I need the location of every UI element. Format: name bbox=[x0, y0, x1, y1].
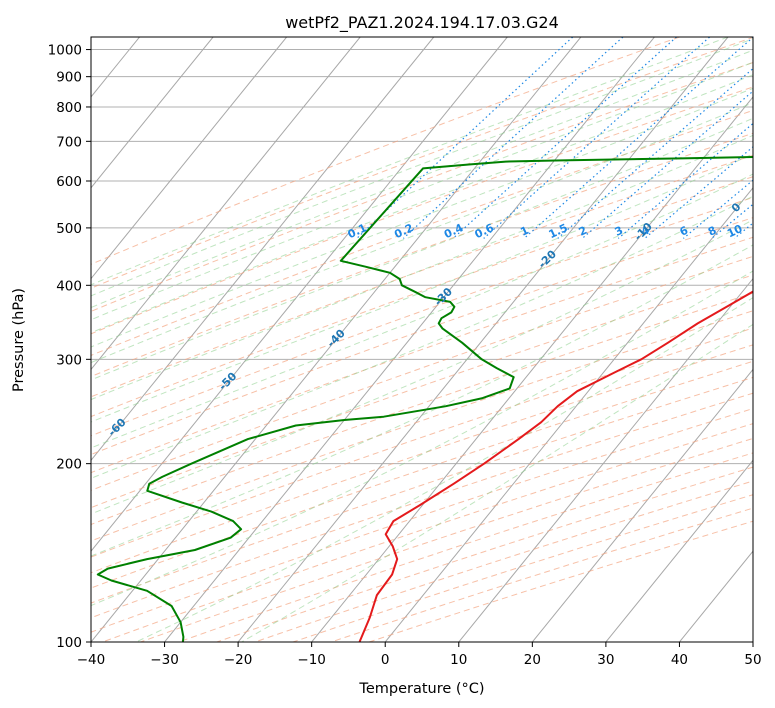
moist-adiabat bbox=[91, 153, 753, 423]
thermo-lines bbox=[91, 37, 753, 642]
isotherm-line bbox=[91, 37, 435, 462]
plot-area: 0.10.20.40.611.52346810131620253036-100-… bbox=[91, 37, 753, 642]
x-tick-label: 40 bbox=[671, 652, 688, 668]
dry-adiabat bbox=[91, 376, 753, 604]
dry-adiabat bbox=[91, 176, 753, 418]
isotherm-line bbox=[384, 187, 753, 642]
dry-adiabat bbox=[91, 392, 753, 619]
x-tick-label: 50 bbox=[744, 652, 761, 668]
x-tick-label: −20 bbox=[224, 652, 253, 668]
y-tick-label: 300 bbox=[56, 352, 82, 368]
moist-adiabat bbox=[91, 173, 753, 449]
isotherm-line bbox=[91, 37, 214, 189]
dry-adiabat bbox=[91, 132, 753, 378]
x-tick-label: −40 bbox=[77, 652, 106, 668]
mixing-ratio-line bbox=[523, 37, 753, 239]
y-tick-label: 900 bbox=[56, 70, 82, 86]
isotherm-line bbox=[91, 37, 288, 280]
dry-adiabat bbox=[91, 310, 753, 542]
x-axis-title: Temperature (°C) bbox=[358, 681, 484, 697]
isotherm-line bbox=[237, 37, 729, 642]
dry-adiabat bbox=[91, 236, 753, 474]
moist-adiabat bbox=[91, 61, 753, 321]
dry-adiabat bbox=[91, 37, 680, 265]
axes: −40 −30 −20 −10 0 10 20 30 40 50 1000 900 800 700 600 5… bbox=[48, 43, 762, 668]
temperature-profile bbox=[358, 290, 753, 642]
sounding-profiles bbox=[96, 155, 753, 642]
chart-title: wetPf2_PAZ1.2024.194.17.03.G24 bbox=[285, 13, 559, 33]
moist-adiabat bbox=[135, 297, 753, 642]
dry-adiabat bbox=[91, 217, 753, 456]
isotherm-line bbox=[91, 37, 582, 642]
isotherm-line bbox=[531, 368, 753, 642]
isotherm-line bbox=[91, 37, 361, 371]
moist-adiabat bbox=[91, 49, 753, 309]
y-tick-label: 500 bbox=[56, 221, 82, 237]
moist-adiabat bbox=[241, 323, 753, 642]
grid-layer bbox=[91, 37, 753, 642]
isotherm-line bbox=[458, 277, 753, 642]
x-tick-label: −10 bbox=[297, 652, 326, 668]
mixing-ratio-line bbox=[402, 37, 624, 239]
dry-adiabat bbox=[91, 327, 753, 558]
mixing-ratio-line bbox=[452, 37, 677, 239]
mixing-ratio-line bbox=[683, 179, 753, 239]
y-tick-label: 600 bbox=[56, 174, 82, 190]
dry-adiabat bbox=[369, 520, 753, 642]
x-tick-label: 0 bbox=[381, 652, 390, 668]
plot-frame bbox=[90, 36, 754, 643]
moist-adiabat bbox=[91, 117, 753, 381]
y-tick-label: 100 bbox=[56, 635, 82, 651]
moist-adiabat bbox=[91, 219, 753, 515]
mixing-ratio-line bbox=[483, 37, 711, 239]
y-tick-label: 800 bbox=[56, 100, 82, 116]
y-axis-title: Pressure (hPa) bbox=[11, 288, 27, 392]
dry-adiabat bbox=[91, 344, 753, 574]
dry-adiabat bbox=[292, 494, 753, 642]
isotherm-line bbox=[91, 37, 508, 552]
x-tick-label: 30 bbox=[597, 652, 614, 668]
dewpoint-profile bbox=[96, 155, 753, 642]
dry-adiabat bbox=[91, 86, 753, 335]
y-tick-label: 400 bbox=[56, 278, 82, 294]
y-tick-label: 700 bbox=[56, 134, 82, 150]
dry-adiabat bbox=[330, 507, 753, 642]
x-tick-label: −30 bbox=[150, 652, 179, 668]
mixing-ratio-label: 10 bbox=[725, 222, 745, 240]
dry-adiabat bbox=[91, 408, 753, 633]
x-tick-label: 10 bbox=[450, 652, 467, 668]
moist-adiabat bbox=[91, 134, 753, 401]
isotherm-line bbox=[164, 37, 655, 642]
y-tick-label: 200 bbox=[56, 457, 82, 473]
dry-adiabat bbox=[91, 196, 753, 437]
dry-adiabat bbox=[91, 255, 753, 491]
moist-adiabat bbox=[91, 74, 753, 334]
moist-adiabat bbox=[91, 244, 753, 557]
dry-adiabat bbox=[91, 109, 753, 356]
dry-adiabat bbox=[91, 274, 753, 509]
y-tick-label: 1000 bbox=[48, 43, 82, 59]
dry-adiabat bbox=[91, 154, 753, 398]
dry-adiabat bbox=[91, 292, 753, 526]
x-tick-label: 20 bbox=[524, 652, 541, 668]
